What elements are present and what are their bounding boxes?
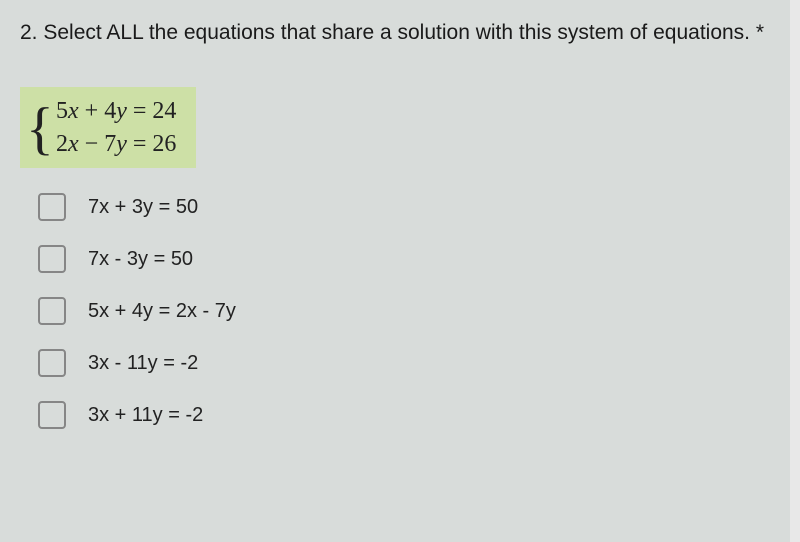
option-row[interactable]: 5x + 4y = 2x - 7y [38, 297, 792, 325]
option-row[interactable]: 7x - 3y = 50 [38, 245, 792, 273]
checkbox[interactable] [38, 349, 66, 377]
checkbox[interactable] [38, 297, 66, 325]
option-label: 3x + 11y = -2 [88, 404, 203, 427]
checkbox[interactable] [38, 193, 66, 221]
system-equation-2: 2x − 7y = 26 [56, 128, 176, 160]
required-asterisk: * [750, 21, 764, 44]
option-label: 7x + 3y = 50 [88, 196, 198, 219]
system-equation-1: 5x + 4y = 24 [56, 95, 176, 127]
option-row[interactable]: 3x - 11y = -2 [38, 349, 792, 377]
option-label: 5x + 4y = 2x - 7y [88, 300, 236, 323]
option-row[interactable]: 7x + 3y = 50 [38, 193, 792, 221]
option-label: 7x - 3y = 50 [88, 248, 193, 271]
option-label: 3x - 11y = -2 [88, 352, 198, 375]
options-list: 7x + 3y = 50 7x - 3y = 50 5x + 4y = 2x -… [38, 193, 792, 429]
checkbox[interactable] [38, 401, 66, 429]
checkbox[interactable] [38, 245, 66, 273]
equation-system-box: { 5x + 4y = 24 2x − 7y = 26 [20, 87, 196, 168]
page-right-edge [790, 0, 800, 542]
brace-icon: { [26, 94, 54, 161]
option-row[interactable]: 3x + 11y = -2 [38, 401, 792, 429]
question-prompt: 2. Select ALL the equations that share a… [20, 18, 792, 47]
question-number: 2. [20, 21, 43, 44]
question-body: Select ALL the equations that share a so… [43, 21, 750, 44]
